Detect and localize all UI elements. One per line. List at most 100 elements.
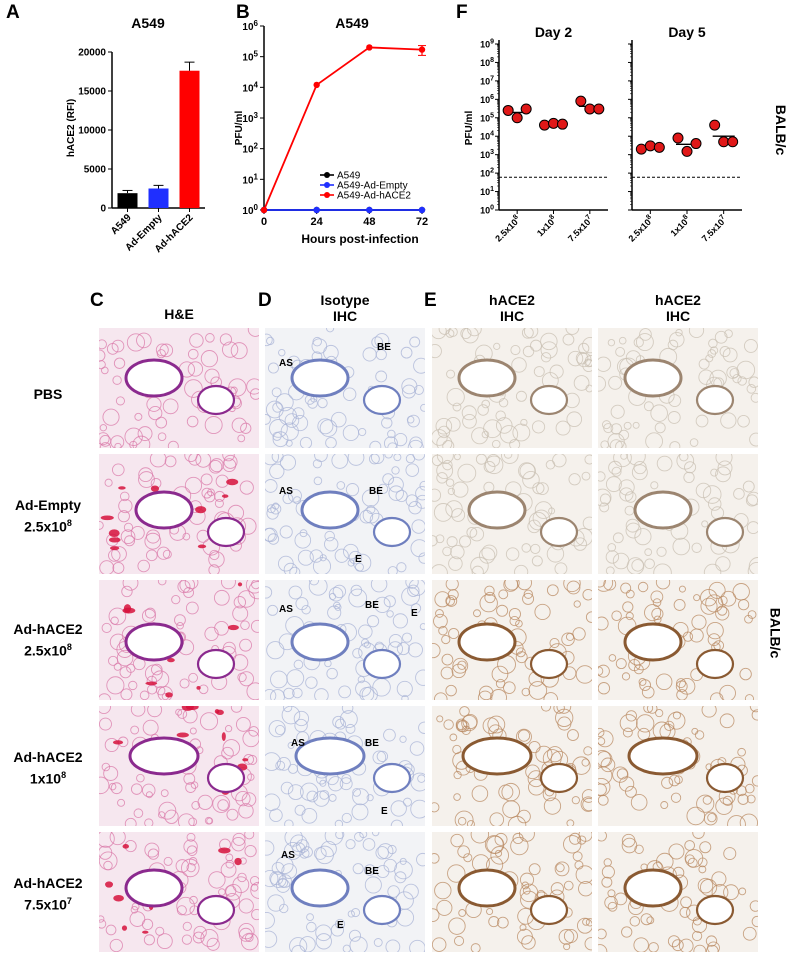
row-label-ad-hace2-25-line1: Ad-hACE2 [13,621,83,637]
alveolus [99,339,107,350]
alveolus [315,933,332,950]
alveolus [674,775,683,785]
alveolus [746,521,758,534]
alveolus [534,501,553,519]
alveolus [137,559,150,573]
alveolus [388,485,404,501]
alveolus [251,580,259,590]
alveolus [394,432,408,447]
alveolus [204,626,219,642]
row-label-ad-hace2-25-dose: 2.5x108 [24,642,72,659]
chart-f-point [690,138,702,150]
alveolus [366,504,376,514]
alveolus [514,564,529,574]
alveolus [648,942,659,952]
chart-b-xtick-label: 24 [311,216,324,228]
alveolus [452,402,462,412]
alveolus [217,799,229,811]
alveolus [619,487,634,502]
alveolus [432,429,448,446]
alveolus [411,519,425,534]
alveolus [459,535,472,548]
alveolus [447,328,458,337]
alveolus [246,682,259,700]
alveolus [688,328,705,338]
alveolus [498,589,509,600]
alveolus [144,842,160,858]
column-title-isotype: Isotype IHC [265,292,425,324]
alveolus [527,519,541,534]
alveolus [495,410,506,421]
alveolus [446,369,456,379]
alveolus [693,944,707,952]
bronchiole [457,868,517,908]
alveolus [377,483,389,494]
alveolus [629,916,641,927]
alveolus [510,836,529,856]
alveolus [582,797,592,812]
alveolus [284,819,294,826]
column-title-hace2-day2: hACE2 IHC [432,292,592,324]
alveolus [751,709,758,721]
alveolus [171,595,181,605]
alveolus [292,687,303,699]
alveolus [710,468,719,477]
alveolus [432,344,442,359]
bronchiole [695,648,735,680]
alveolus [415,669,425,686]
alveolus [269,463,285,479]
alveolus [267,362,279,374]
blood-vessel [118,486,126,490]
alveolus [269,808,283,823]
alveolus [445,595,458,607]
alveolus [405,580,419,589]
alveolus [747,610,757,619]
blood-vessel [167,657,175,663]
chart-b-ytick-label: 104 [242,80,258,94]
alveolus [167,440,179,448]
alveolus [418,721,425,734]
alveolus [715,797,733,815]
alveolus [99,776,110,795]
alveolus [208,871,226,889]
alveolus [598,471,606,482]
alveolus [434,881,452,900]
alveolus [707,633,721,647]
alveolus [208,564,220,574]
alveolus [138,471,155,488]
alveolus [117,510,130,523]
alveolus [618,479,635,496]
chart-b-point [366,44,373,51]
alveolus [99,560,115,574]
alveolus [108,782,117,791]
alveolus [436,472,448,484]
alveolus [751,915,758,928]
alveolus [575,351,589,365]
alveolus [311,338,328,354]
alveolus [482,717,500,735]
alveolus [578,881,592,897]
alveolus [324,530,335,542]
alveolus [119,666,132,679]
row-label-ad-empty: Ad-Empty 2.5x108 [2,496,94,536]
alveolus [631,559,644,572]
alveolus [445,500,463,518]
histology-image [432,706,592,826]
alveolus [598,664,610,678]
alveolus [447,589,459,601]
bronchiole [372,516,412,548]
alveolus [566,580,581,595]
chart-f-ytick-label: 107 [480,75,494,86]
alveolus [550,882,564,896]
alveolus [225,853,234,862]
alveolus [142,783,156,798]
alveolus [265,870,279,888]
chart-b-legend-marker [324,182,330,188]
alveolus [494,832,508,846]
alveolus [248,581,259,600]
bronchiole [623,868,683,908]
alveolus [484,591,496,604]
alveolus [307,398,318,409]
alveolus [737,414,750,428]
alveolus [683,471,695,484]
